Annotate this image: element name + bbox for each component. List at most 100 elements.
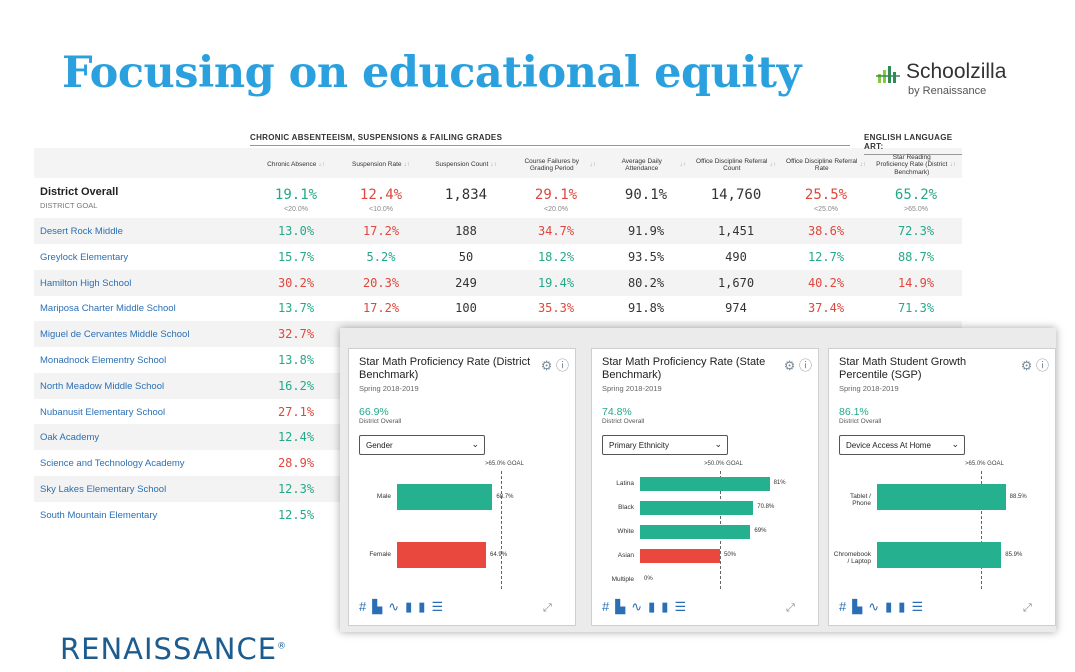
table-cell: 71.3%	[897, 301, 935, 316]
table-view-icon[interactable]: #	[359, 599, 373, 614]
schoolzilla-logo: Schoolzilla by Renaissance	[876, 58, 1026, 100]
expand-icon[interactable]: ⤢	[1023, 602, 1032, 614]
school-name-link[interactable]: Hamilton High School	[40, 277, 132, 289]
table-view-icon[interactable]: #	[602, 599, 616, 614]
column-header-2[interactable]: Suspension Rate ↓↑	[341, 154, 421, 176]
column-chart-icon[interactable]: ▮▮	[885, 599, 912, 614]
school-name-link[interactable]: Desert Rock Middle	[40, 226, 123, 237]
table-cell: 91.9%	[627, 224, 665, 238]
column-chart-icon[interactable]: ▮▮	[405, 599, 432, 614]
list-view-icon[interactable]: ☰	[674, 599, 693, 614]
column-header-1[interactable]: Chronic Absence ↓↑	[256, 154, 336, 176]
bar-value-label: 50%	[724, 552, 737, 558]
table-cell: 91.8%	[627, 301, 665, 316]
goal-label: >65.0% GOAL	[485, 461, 524, 467]
line-chart-icon[interactable]: ∿	[388, 599, 406, 614]
chart-bar[interactable]	[640, 525, 751, 539]
bar-label: White	[617, 528, 634, 535]
column-header-3[interactable]: Suspension Count ↓↑	[426, 154, 506, 176]
group-by-dropdown[interactable]: Gender ⌄	[359, 435, 485, 455]
school-name-link[interactable]: Science and Technology Academy	[40, 458, 185, 470]
footer-brand: RENAISSANCE	[60, 632, 278, 666]
chart-card: Star Math Proficiency Rate (State Benchm…	[591, 348, 819, 626]
column-header-6[interactable]: Office Discipline Referral Count ↓↑	[696, 154, 776, 176]
chart-bar[interactable]	[877, 542, 1002, 568]
column-header-7[interactable]: Office Discipline Referral Rate ↓↑	[786, 154, 866, 176]
sort-icon[interactable]: ↓↑	[949, 161, 957, 169]
sort-icon[interactable]: ↓↑	[769, 161, 777, 169]
card-value-subtitle: District Overall	[602, 418, 645, 425]
chart-type-toolbar[interactable]: #▙∿▮▮☰ ⤢	[839, 599, 1032, 615]
chart-bar[interactable]	[397, 484, 493, 510]
chart-bar[interactable]	[640, 477, 770, 491]
table-cell: 12.3%	[277, 482, 315, 496]
table-cell: 13.0%	[277, 224, 315, 238]
table-cell: 18.2%	[537, 249, 575, 264]
card-period: Spring 2018-2019	[839, 384, 899, 393]
school-name-link[interactable]: Greylock Elementary	[40, 251, 129, 263]
school-name-link[interactable]: Mariposa Charter Middle School	[40, 303, 176, 315]
sort-icon[interactable]: ↓↑	[589, 161, 597, 169]
list-view-icon[interactable]: ☰	[911, 599, 930, 614]
bar-label: Female	[369, 551, 391, 558]
overall-value: 1,834	[444, 187, 488, 203]
column-header-label: Average Daily Attendance	[621, 157, 662, 173]
bar-label: Latina	[616, 480, 634, 487]
sort-icon[interactable]: ↓↑	[318, 161, 325, 169]
bar-chart-icon[interactable]: ▙	[615, 599, 632, 614]
table-cell: 12.5%	[277, 507, 315, 522]
group-by-dropdown[interactable]: Primary Ethnicity ⌄	[602, 435, 728, 455]
goal-label: >50.0% GOAL	[704, 461, 743, 467]
bar-chart-icon[interactable]: ▙	[852, 599, 869, 614]
school-name-link[interactable]: Oak Academy	[40, 432, 100, 444]
column-header-4[interactable]: Course Failures by Grading Period ↓↑	[516, 154, 596, 176]
card-period: Spring 2018-2019	[359, 384, 419, 393]
card-title: Star Math Proficiency Rate (State Benchm…	[602, 356, 766, 381]
sort-icon[interactable]: ↓↑	[403, 161, 411, 169]
chart-type-toolbar[interactable]: #▙∿▮▮☰ ⤢	[602, 599, 795, 615]
table-row: Desert Rock Middle 13.0% 17.2% 188 34.7% 91.9…	[34, 218, 962, 244]
expand-icon[interactable]: ⤢	[786, 602, 795, 614]
chart-bar[interactable]	[640, 501, 754, 515]
card-actions[interactable]: ⚙ ⓘ	[783, 358, 812, 373]
bar-value-label: 81%	[773, 480, 786, 486]
column-header-8[interactable]: Star Reading Proficiency Rate (District …	[876, 154, 956, 176]
school-name-link[interactable]: Monadnock Elementry School	[40, 355, 167, 366]
chart-type-toolbar[interactable]: #▙∿▮▮☰ ⤢	[359, 599, 552, 615]
chart-bar[interactable]	[877, 484, 1006, 510]
column-header-5[interactable]: Average Daily Attendance ↓↑	[606, 154, 686, 176]
bar-chart-logo-icon	[876, 66, 900, 83]
table-cell: 17.2%	[362, 301, 400, 316]
dropdown-value: Primary Ethnicity	[609, 441, 670, 450]
chart-bar[interactable]	[397, 542, 487, 568]
column-chart-icon[interactable]: ▮▮	[648, 599, 675, 614]
table-view-icon[interactable]: #	[839, 599, 853, 614]
bar-value-label: 69%	[754, 528, 767, 534]
group-by-dropdown[interactable]: Device Access At Home ⌄	[839, 435, 965, 455]
line-chart-icon[interactable]: ∿	[631, 599, 649, 614]
expand-icon[interactable]: ⤢	[543, 602, 552, 614]
bar-chart-icon[interactable]: ▙	[372, 599, 389, 614]
table-cell: 93.5%	[627, 249, 665, 264]
school-name-link[interactable]: Miguel de Cervantes Middle School	[40, 329, 190, 341]
school-name-link[interactable]: South Mountain Elementary	[40, 509, 158, 521]
card-actions[interactable]: ⚙ ⓘ	[540, 358, 569, 373]
overall-goal: <20.0%	[544, 206, 568, 213]
sort-icon[interactable]: ↓↑	[859, 161, 867, 169]
school-name-link[interactable]: Sky Lakes Elementary School	[40, 484, 167, 495]
card-actions[interactable]: ⚙ ⓘ	[1020, 358, 1049, 373]
sort-icon[interactable]: ↓↑	[679, 161, 687, 169]
group-header-absenteeism: CHRONIC ABSENTEEISM, SUSPENSIONS & FAILI…	[250, 133, 850, 146]
bar-value-label: 70.8%	[757, 504, 775, 510]
chart-bar[interactable]	[640, 549, 720, 563]
card-value-subtitle: District Overall	[359, 418, 402, 425]
sort-icon[interactable]: ↓↑	[490, 161, 497, 169]
list-view-icon[interactable]: ☰	[431, 599, 450, 614]
brand-name: Schoolzilla	[906, 60, 1007, 83]
school-name-link[interactable]: North Meadow Middle School	[40, 380, 165, 392]
school-name-link[interactable]: Nubanusit Elementary School	[40, 406, 166, 418]
overall-value: 14,760	[710, 187, 762, 203]
overall-goal: <25.0%	[814, 206, 838, 213]
table-cell: 34.7%	[537, 224, 575, 238]
line-chart-icon[interactable]: ∿	[868, 599, 886, 614]
